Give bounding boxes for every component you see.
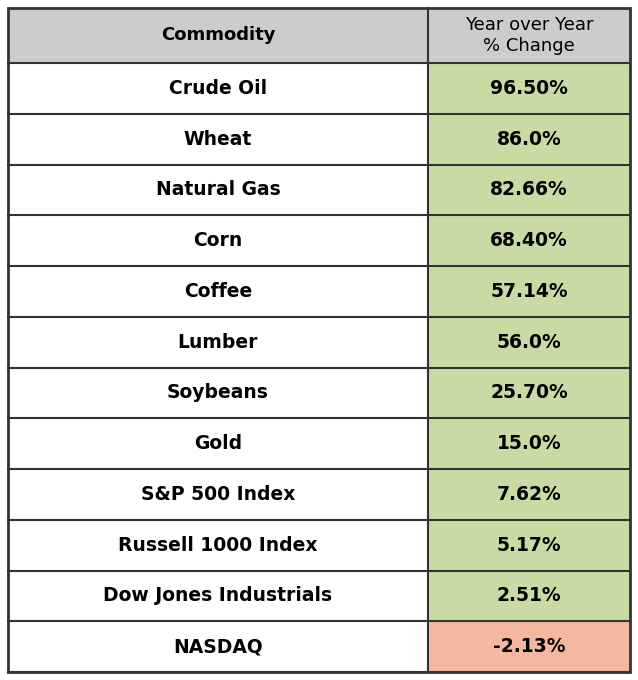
Bar [8,418,428,469]
Text: 86.0%: 86.0% [496,130,561,149]
Text: Year over Year
% Change: Year over Year % Change [464,16,593,55]
Text: 7.62%: 7.62% [496,485,561,504]
Bar [428,367,630,418]
Text: Russell 1000 Index: Russell 1000 Index [118,536,318,555]
Bar [428,63,630,114]
Bar [428,520,630,571]
Bar [428,622,630,672]
Text: 96.50%: 96.50% [490,79,568,98]
Text: 56.0%: 56.0% [496,333,561,352]
Text: Natural Gas: Natural Gas [156,180,280,199]
Bar [8,571,428,622]
Text: S&P 500 Index: S&P 500 Index [141,485,295,504]
Bar [8,266,428,317]
Bar [8,114,428,165]
Bar [8,520,428,571]
Text: 57.14%: 57.14% [490,282,568,301]
Text: 5.17%: 5.17% [496,536,561,555]
Bar [8,367,428,418]
Bar [428,8,630,63]
Bar [8,63,428,114]
Text: Commodity: Commodity [161,27,275,44]
Bar [8,622,428,672]
Text: 82.66%: 82.66% [490,180,568,199]
Text: Corn: Corn [193,231,242,250]
Text: Soybeans: Soybeans [167,384,269,403]
Text: 15.0%: 15.0% [496,434,561,453]
Text: NASDAQ: NASDAQ [173,637,263,656]
Bar [428,266,630,317]
Text: Wheat: Wheat [184,130,252,149]
Bar [428,317,630,367]
Text: Gold: Gold [194,434,242,453]
Bar [8,8,428,63]
Bar [428,418,630,469]
Text: 25.70%: 25.70% [490,384,568,403]
Bar [428,216,630,266]
Text: Lumber: Lumber [177,333,258,352]
Text: -2.13%: -2.13% [493,637,565,656]
Text: 2.51%: 2.51% [496,586,561,605]
Bar [428,165,630,216]
Bar [8,469,428,520]
Bar [428,469,630,520]
Text: 68.40%: 68.40% [490,231,568,250]
Bar [428,571,630,622]
Bar [8,216,428,266]
Text: Crude Oil: Crude Oil [169,79,267,98]
Bar [8,165,428,216]
Bar [428,114,630,165]
Text: Dow Jones Industrials: Dow Jones Industrials [103,586,332,605]
Text: Coffee: Coffee [184,282,252,301]
Bar [8,317,428,367]
